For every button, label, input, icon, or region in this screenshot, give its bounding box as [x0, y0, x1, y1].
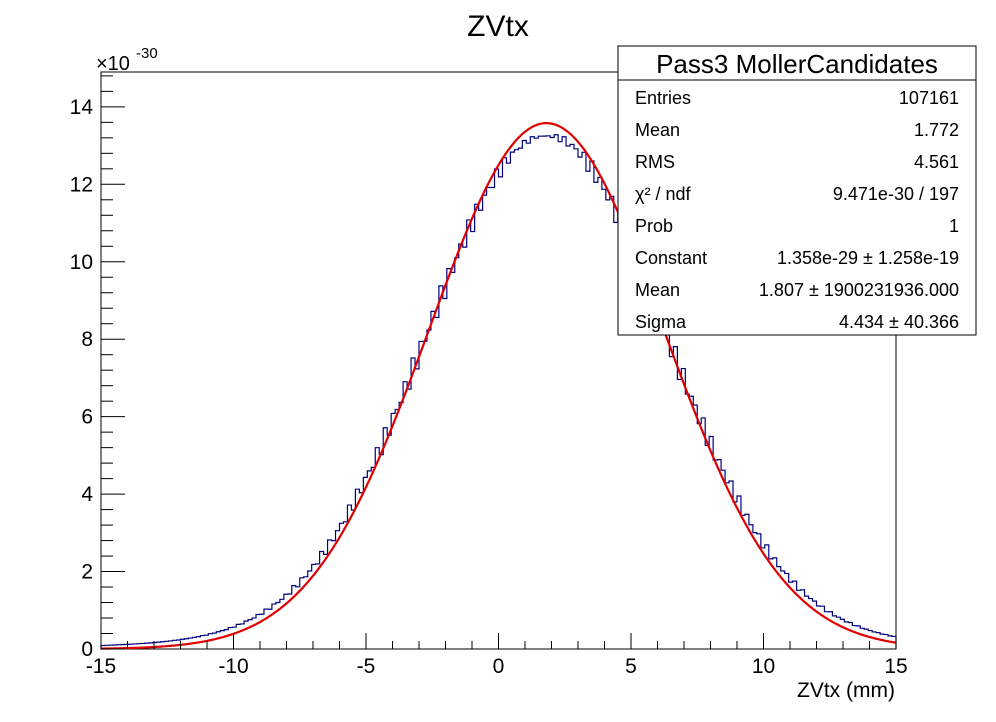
stats-row-label: RMS	[635, 152, 675, 172]
stats-row-value: 4.434 ± 40.366	[839, 312, 959, 332]
y-tick-label: 12	[70, 173, 93, 196]
y-tick-label: 10	[70, 251, 93, 274]
y-exponent-label: ×10	[96, 53, 130, 75]
x-tick-label: 15	[884, 655, 907, 678]
stats-row-value: 9.471e-30 / 197	[833, 184, 959, 204]
stats-box: Pass3 MollerCandidates Entries 107161 Mean 1…	[617, 45, 977, 336]
stats-row-value: 107161	[899, 88, 959, 108]
stats-box-frame	[617, 45, 977, 336]
stats-row-value: 1	[949, 216, 959, 236]
stats-row-label: Constant	[635, 248, 707, 268]
chart-title: ZVtx	[467, 10, 529, 43]
x-axis-label: ZVtx (mm)	[797, 679, 895, 702]
y-tick-label: 8	[81, 328, 93, 351]
stats-box-title: Pass3 MollerCandidates	[656, 49, 938, 79]
stats-row-value: 1.807 ± 1900231936.000	[759, 280, 959, 300]
stats-row-label: Entries	[635, 88, 691, 108]
x-tick-label: -10	[218, 655, 248, 678]
stats-row-value: 4.561	[914, 152, 959, 172]
stats-row-label: Prob	[635, 216, 673, 236]
axes: -15 -10 -5 0 5 10 15 0 2 4 6 8 10 12 14	[70, 75, 908, 678]
stats-row-value: 1.358e-29 ± 1.258e-19	[777, 248, 959, 268]
y-tick-label: 6	[81, 406, 93, 429]
y-tick-label: 14	[70, 96, 94, 119]
stats-row-label: χ² / ndf	[635, 184, 691, 204]
x-tick-label: 5	[625, 655, 637, 678]
y-tick-label: 2	[81, 561, 93, 584]
x-tick-label: -5	[357, 655, 376, 678]
x-tick-label: 0	[493, 655, 505, 678]
x-tick-label: 10	[752, 655, 775, 678]
y-exponent-power: -30	[136, 45, 158, 62]
stats-row-value: 1.772	[914, 120, 959, 140]
y-tick-label: 4	[81, 483, 93, 506]
stats-row-label: Mean	[635, 280, 680, 300]
stats-row-label: Sigma	[635, 312, 687, 332]
y-tick-label: 0	[81, 638, 93, 661]
histogram-series	[100, 134, 897, 649]
stats-row-label: Mean	[635, 120, 680, 140]
x-tick-label: -15	[86, 655, 116, 678]
